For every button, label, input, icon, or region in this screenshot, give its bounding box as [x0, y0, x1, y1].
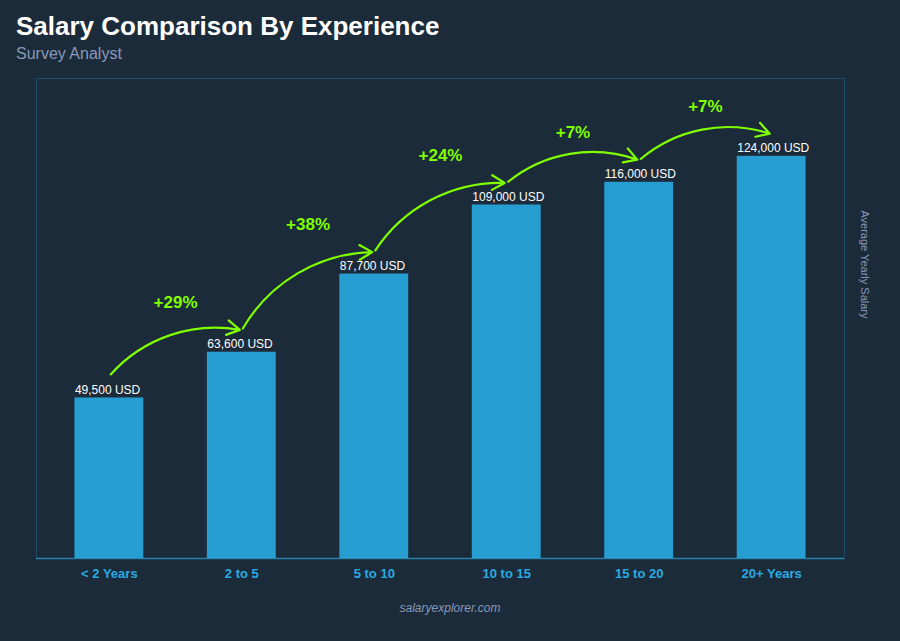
svg-text:109,000 USD: 109,000 USD — [472, 190, 544, 204]
html-text:Salary Comparison By Experienc: Salary Comparison By Experience — [16, 11, 440, 41]
svg-text:87,700 USD: 87,700 USD — [340, 259, 406, 273]
svg-text:2 to 5: 2 to 5 — [225, 566, 259, 581]
svg-text:20+ Years: 20+ Years — [742, 566, 802, 581]
svg-text:+29%: +29% — [154, 293, 198, 312]
svg-text:49,500 USD: 49,500 USD — [75, 383, 141, 397]
svg-text:+24%: +24% — [419, 146, 463, 165]
svg-text:124,000 USD: 124,000 USD — [737, 141, 809, 155]
html-text:Survey Analyst: Survey Analyst — [16, 45, 122, 62]
svg-text:10 to 15: 10 to 15 — [483, 566, 531, 581]
svg-text:< 2 Years: < 2 Years — [81, 566, 138, 581]
html-text:salaryexplorer.com: salaryexplorer.com — [399, 601, 501, 615]
svg-text:5 to 10: 5 to 10 — [354, 566, 395, 581]
svg-text:15 to 20: 15 to 20 — [615, 566, 663, 581]
svg-text:+7%: +7% — [688, 97, 723, 116]
svg-text:116,000 USD: 116,000 USD — [605, 167, 676, 181]
svg-text:+7%: +7% — [556, 123, 591, 142]
svg-text:+38%: +38% — [286, 215, 330, 234]
svg-text:63,600 USD: 63,600 USD — [207, 337, 273, 351]
svg-text:Average Yearly Salary: Average Yearly Salary — [859, 210, 871, 319]
